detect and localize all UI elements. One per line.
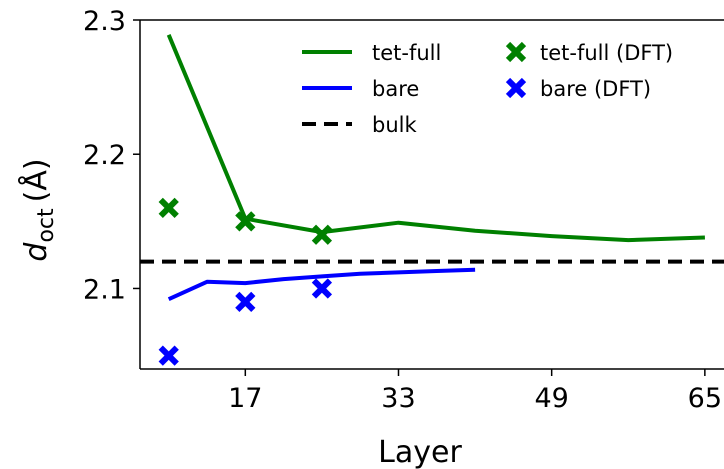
axes — [139, 19, 724, 370]
legend-label: bare (DFT) — [540, 77, 651, 101]
data-point-bare-dft — [235, 291, 256, 313]
tick-marks — [133, 19, 706, 376]
y-tick-label: 2.3 — [83, 6, 126, 37]
legend-label: bulk — [372, 113, 417, 137]
data-layer — [140, 34, 724, 366]
x-tick-label: 65 — [688, 383, 722, 414]
x-tick-label: 33 — [381, 383, 415, 414]
legend: tet-full bare bulk tet-full (DFT) bare (… — [302, 41, 673, 137]
series-line-tet-full — [166, 34, 705, 243]
series-line-bare — [167, 267, 476, 302]
legend-label: bare — [372, 77, 419, 101]
data-point-tet-full-dft — [235, 211, 256, 232]
legend-marker-tet-full-dft — [505, 41, 527, 63]
legend-label: tet-full (DFT) — [540, 41, 673, 65]
data-point-tet-full-dft — [311, 224, 333, 245]
y-tick-label: 2.1 — [83, 274, 126, 305]
data-point-bare-dft — [158, 345, 179, 366]
legend-marker-bare-dft — [505, 77, 527, 99]
x-axis-label: Layer — [378, 435, 462, 469]
data-point-bare-dft — [311, 278, 333, 299]
x-tick-label: 49 — [534, 383, 568, 414]
y-tick-label: 2.2 — [83, 140, 126, 171]
legend-label: tet-full — [372, 41, 441, 65]
x-tick-label: 17 — [228, 383, 262, 414]
y-axis-label: doct(Å) — [18, 158, 59, 261]
data-point-tet-full-dft — [158, 197, 179, 219]
